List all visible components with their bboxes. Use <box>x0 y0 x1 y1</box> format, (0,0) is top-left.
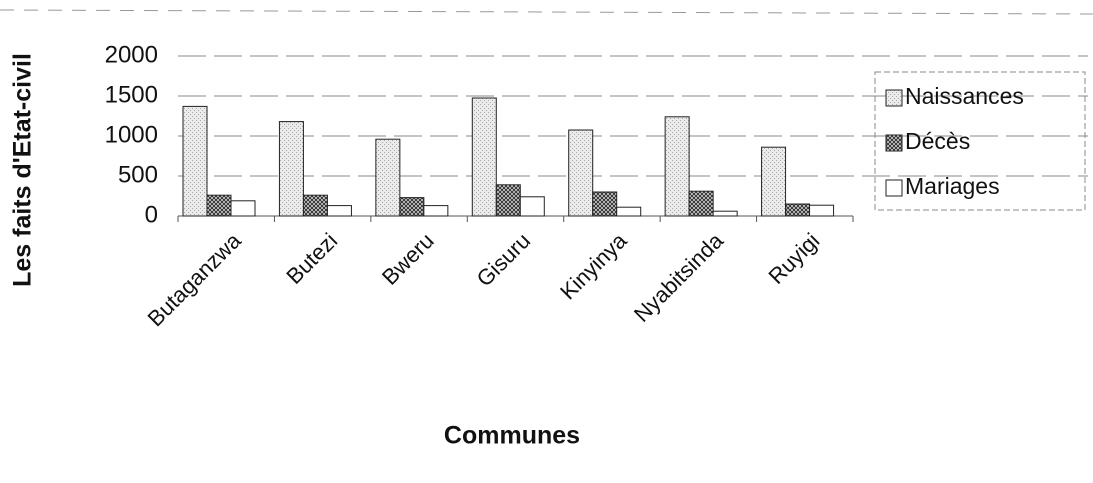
legend-label: Mariages <box>905 173 1000 199</box>
border-line <box>0 9 1093 15</box>
x-tick-label: Gisuru <box>472 228 535 291</box>
legend-swatch <box>885 134 903 152</box>
legend-label: Naissances <box>905 83 1024 109</box>
bar <box>278 121 304 217</box>
bar <box>206 194 232 217</box>
y-tick-label: 2000 <box>105 41 158 68</box>
bar <box>712 210 738 217</box>
bar <box>592 191 618 217</box>
x-tick-label: Kinyinya <box>555 227 632 304</box>
x-tick-label: Nyabitsinda <box>629 227 729 327</box>
bar <box>495 184 521 217</box>
bar <box>230 200 256 217</box>
x-tick-label: Bweru <box>377 228 439 290</box>
bar <box>519 196 545 217</box>
y-axis-title: Les faits d'Etat-civil <box>9 53 37 287</box>
x-tick-label: Ruyigi <box>764 228 825 289</box>
legend-box <box>874 71 1086 211</box>
bar <box>664 116 690 217</box>
bar <box>399 197 425 217</box>
bar <box>302 194 328 217</box>
x-axis-title: Communes <box>444 422 580 450</box>
bar <box>761 146 787 217</box>
legend-label: Décès <box>905 128 970 154</box>
y-tick-label: 1500 <box>105 81 158 108</box>
y-tick-label: 500 <box>118 161 158 188</box>
bar <box>809 204 835 217</box>
bar <box>785 203 811 217</box>
bar <box>471 97 497 217</box>
x-tick-label: Butezi <box>281 228 342 289</box>
y-tick-label: 0 <box>145 201 158 228</box>
bar <box>423 205 449 217</box>
bar <box>568 129 594 217</box>
legend-swatch <box>885 179 903 197</box>
x-tick-label: Butaganzwa <box>143 227 247 331</box>
y-tick-label: 1000 <box>105 121 158 148</box>
bar <box>688 190 714 217</box>
bar <box>616 206 642 217</box>
bar <box>182 105 208 217</box>
bar <box>375 138 401 217</box>
legend-swatch <box>885 89 903 107</box>
bar <box>326 205 352 217</box>
